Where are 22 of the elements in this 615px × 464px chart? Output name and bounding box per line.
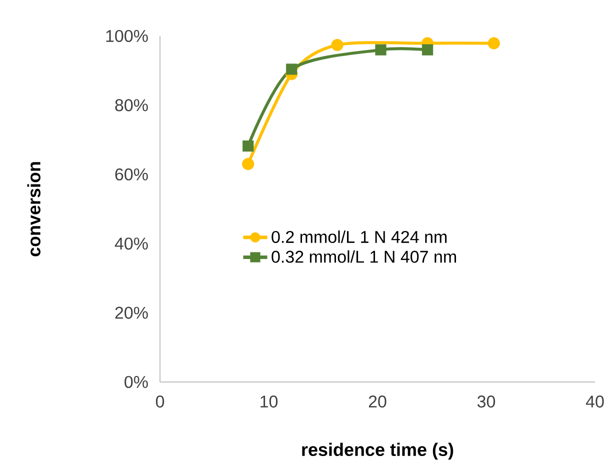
y-tick-label: 40% [114, 238, 148, 250]
y-axis-title: conversion [27, 162, 40, 256]
legend-label: 0.32 mmol/L 1 N 407 nm [272, 250, 456, 263]
y-tick-label: 80% [115, 99, 148, 112]
point [375, 44, 386, 56]
point [422, 44, 434, 56]
point [331, 38, 344, 52]
y-tick-label: 20% [115, 306, 148, 319]
point [242, 140, 254, 152]
x-tick-label: 30 [477, 396, 496, 408]
x-axis-title: residence time (s) [302, 442, 454, 460]
x-tick-label: 20 [368, 396, 386, 408]
y-tick-label: 0% [124, 376, 148, 388]
y-tick-label: 100% [106, 30, 148, 42]
y-tick-label: 60% [115, 168, 148, 180]
x-tick-label: 0 [156, 396, 164, 408]
point [242, 158, 254, 170]
legend-label: 0.2 mmol/L 1 N 424 nm [272, 230, 447, 243]
x-tick-label: 40 [586, 396, 604, 408]
point [488, 37, 500, 50]
x-tick-label: 10 [260, 396, 278, 408]
point [286, 64, 298, 75]
